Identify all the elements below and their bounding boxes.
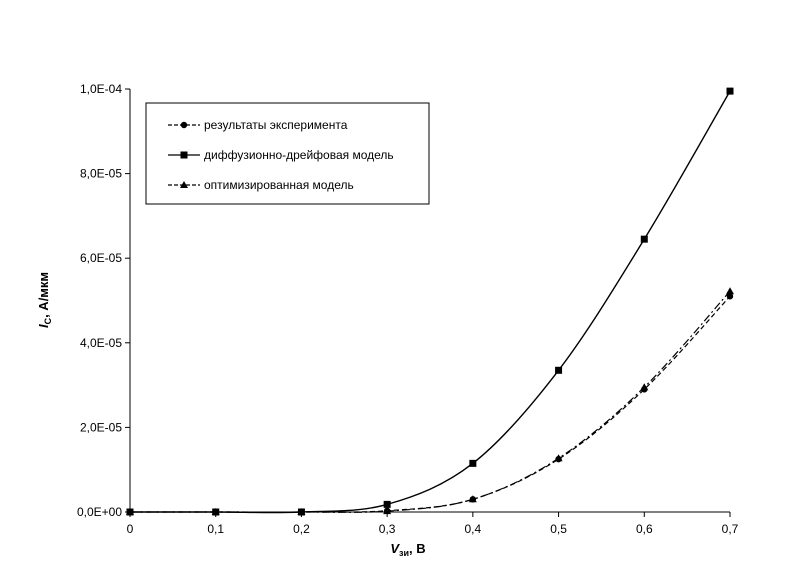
- legend-box: [145, 102, 430, 205]
- data-point: [468, 495, 477, 503]
- legend-item: оптимизированная модель: [168, 178, 354, 192]
- legend-marker: [180, 121, 188, 129]
- legend-label: диффузионно-дрейфовая модель: [204, 148, 394, 162]
- legend-item: диффузионно-дрейфовая модель: [168, 148, 394, 162]
- x-tick-label: 0: [127, 522, 134, 536]
- legend-marker: [180, 181, 188, 188]
- y-tick-label: 4,0E-05: [80, 336, 122, 350]
- x-tick-label: 0,2: [293, 522, 310, 536]
- x-tick-label: 0,5: [550, 522, 567, 536]
- y-axis-label-tail: , А/мкм: [36, 272, 51, 318]
- series-line: [129, 295, 731, 513]
- data-point: [211, 508, 220, 515]
- legend-marker: [180, 151, 188, 159]
- x-axis-label-main: V: [390, 541, 400, 556]
- x-axis-label-tail: , В: [409, 541, 426, 556]
- data-point: [383, 500, 391, 508]
- x-tick-label: 0,3: [379, 522, 396, 536]
- x-ticks: 0 0,1 0,2 0,3 0,4 0,5 0,6 0,7: [127, 512, 739, 536]
- data-point: [726, 287, 734, 295]
- y-tick-label: 2,0E-05: [80, 420, 122, 434]
- data-point: [126, 508, 134, 515]
- legend-item: результаты эксперимента: [168, 118, 348, 132]
- data-point: [555, 366, 563, 374]
- y-tick-label: 8,0E-05: [80, 167, 122, 181]
- series-layer: [126, 87, 734, 516]
- data-point: [297, 508, 306, 515]
- y-axis-label: IС, А/мкм: [36, 272, 53, 328]
- data-point: [640, 235, 648, 243]
- y-tick-label: 0,0E+00: [77, 505, 122, 519]
- y-tick-label: 6,0E-05: [80, 251, 122, 265]
- x-axis-label: Vзи, В: [390, 541, 425, 558]
- series-circle: [126, 293, 734, 516]
- data-point: [554, 454, 563, 462]
- y-tick-label: 1,0E-04: [80, 82, 122, 96]
- x-tick-label: 0,4: [465, 522, 482, 536]
- data-point: [640, 383, 649, 391]
- x-tick-label: 0,6: [636, 522, 653, 536]
- data-point: [469, 459, 477, 467]
- y-axis-label-sub: С: [43, 317, 53, 324]
- x-axis-label-sub: зи: [399, 548, 409, 558]
- data-point: [726, 293, 734, 300]
- legend-label: оптимизированная модель: [204, 178, 354, 192]
- legend-label: результаты эксперимента: [204, 118, 348, 132]
- y-axis-label-main: I: [36, 324, 51, 328]
- y-ticks: 0,0E+00 2,0E-05 4,0E-05 6,0E-05 8,0E-05 1,0E-…: [77, 82, 130, 519]
- series-triangle: [126, 287, 734, 515]
- data-point: [726, 87, 734, 95]
- legend: результаты эксперимента диффузионно-дрейф…: [145, 102, 430, 205]
- data-point: [383, 507, 392, 515]
- x-tick-label: 0,7: [722, 522, 739, 536]
- x-tick-label: 0,1: [207, 522, 224, 536]
- series-line: [129, 290, 731, 513]
